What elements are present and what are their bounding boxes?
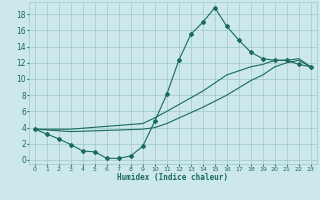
X-axis label: Humidex (Indice chaleur): Humidex (Indice chaleur) <box>117 173 228 182</box>
